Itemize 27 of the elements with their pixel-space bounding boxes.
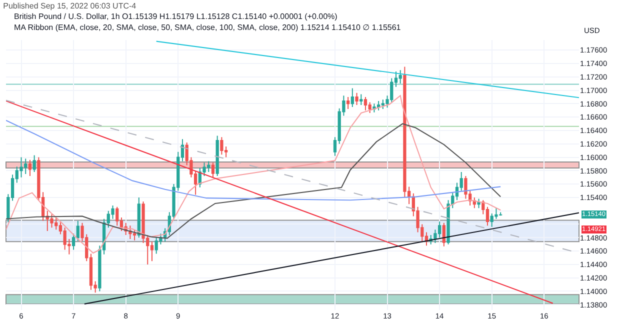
candlestick [346,96,350,110]
candlestick [360,94,363,106]
candlestick [28,159,32,176]
chart-subtitle: British Pound / U.S. Dollar, 1h O1.15139 H1.15179 L1.15128 C1.15140 +0.00001 (+0.00%) [14,12,338,21]
line-series [6,120,502,201]
candlestick [32,154,36,172]
candlestick [211,162,215,178]
line-series [6,123,502,239]
candlestick [372,103,376,113]
candlestick [364,96,368,111]
candlestick [128,225,132,240]
candlestick [132,229,136,241]
candlestick [50,214,54,228]
candlestick [350,88,354,108]
text: MA Ribbon (EMA, close, 20, SMA, close, 50, SMA, close, 100, SMA, close, 200) 1.15214 1.15410 ∅ 1.15561 [14,23,402,32]
candlestick [137,196,140,238]
line-series [6,95,502,254]
candlestick [220,136,224,156]
candlestick [376,100,380,111]
candlestick [72,233,76,250]
candlestick [76,220,80,242]
candlestick [398,70,402,84]
candlestick [216,135,219,176]
candlestick [355,92,358,106]
candlestick [442,222,446,247]
chart-title: Published Sep 15, 2022 06:03 UTC-4 [3,2,137,11]
candlestick [477,198,480,209]
